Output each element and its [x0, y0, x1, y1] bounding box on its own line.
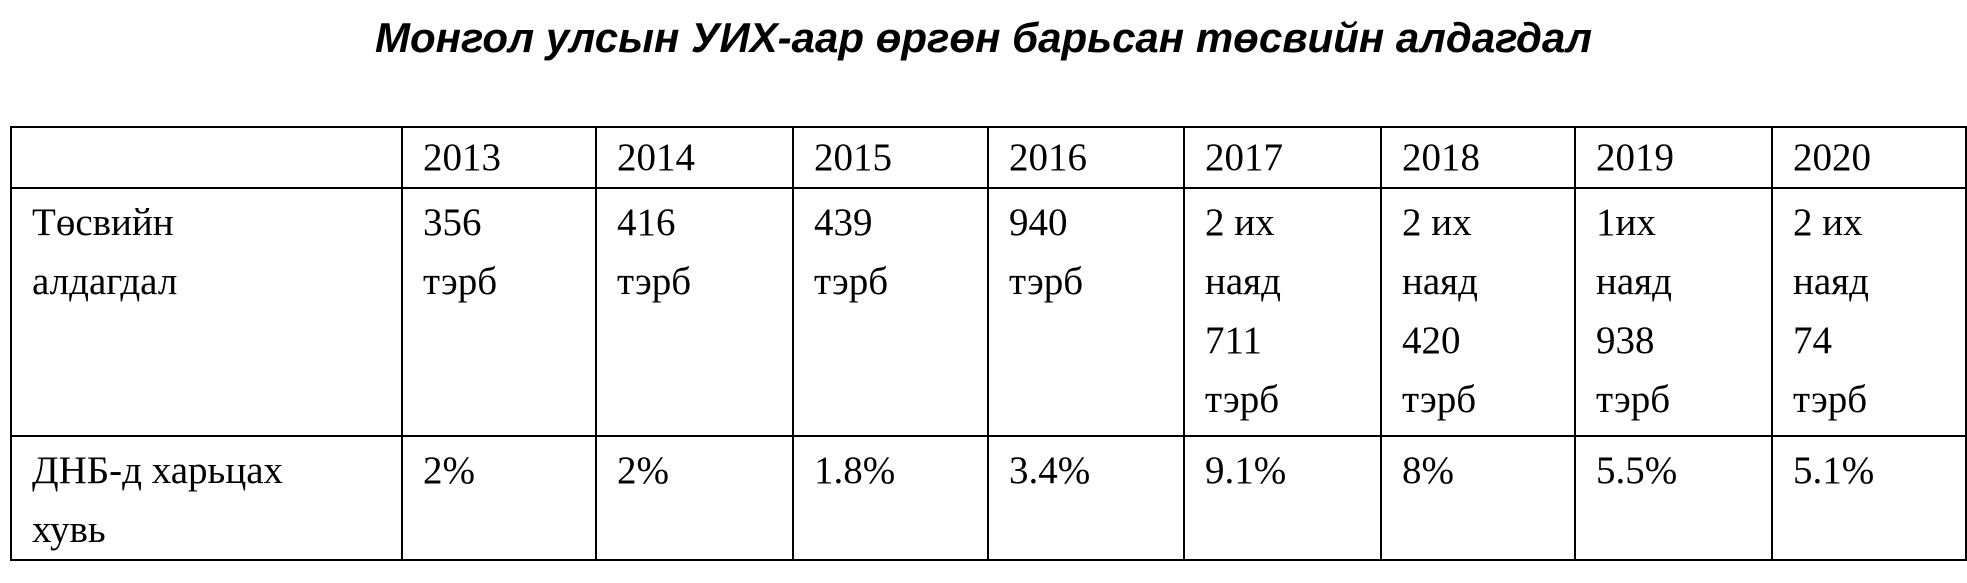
- value-cell: 2 их наяд 420 тэрб: [1380, 187, 1576, 437]
- cell-line: 5.5%: [1596, 449, 1678, 492]
- year-header: 2020: [1771, 126, 1967, 189]
- label-line: Төсвийн: [32, 201, 174, 244]
- cell-line: тэрб: [617, 260, 692, 303]
- cell-line: тэрб: [1402, 378, 1477, 421]
- cell-line: тэрб: [1009, 260, 1084, 303]
- cell-line: тэрб: [814, 260, 889, 303]
- row-label: ДНБ-д харьцах хувь: [10, 435, 403, 561]
- cell-line: тэрб: [1793, 378, 1868, 421]
- cell-line: 416: [617, 201, 676, 244]
- value-cell: 416 тэрб: [595, 187, 794, 437]
- cell-line: 439: [814, 201, 873, 244]
- value-cell: 1их наяд 938 тэрб: [1574, 187, 1773, 437]
- value-cell: 2 их наяд 711 тэрб: [1183, 187, 1382, 437]
- data-row: Төсвийн алдагдал 356 тэрб 416 тэрб 439 тэрб 940 т…: [10, 187, 1967, 437]
- cell-line: 74: [1793, 319, 1832, 362]
- year-header: 2018: [1380, 126, 1576, 189]
- table-body: 2013 2014 2015 2016 2017 2018 2019 2020 Төсвийн а…: [10, 126, 1967, 561]
- year-header: 2019: [1574, 126, 1773, 189]
- cell-line: 2 их: [1793, 201, 1863, 244]
- cell-line: 2%: [617, 449, 669, 492]
- label-line: хувь: [32, 508, 106, 551]
- cell-line: 2 их: [1402, 201, 1472, 244]
- value-cell: 9.1%: [1183, 435, 1382, 561]
- data-row: ДНБ-д харьцах хувь 2% 2% 1.8% 3.4% 9.1% 8% 5.5% 5…: [10, 435, 1967, 561]
- cell-line: 356: [423, 201, 482, 244]
- cell-line: 8%: [1402, 449, 1454, 492]
- cell-line: тэрб: [1596, 378, 1671, 421]
- value-cell: 439 тэрб: [792, 187, 989, 437]
- label-line: ДНБ-д харьцах: [32, 449, 284, 492]
- value-cell: 3.4%: [987, 435, 1185, 561]
- cell-line: 1их: [1596, 201, 1656, 244]
- value-cell: 8%: [1380, 435, 1576, 561]
- cell-line: тэрб: [1205, 378, 1280, 421]
- cell-line: тэрб: [423, 260, 498, 303]
- value-cell: 5.1%: [1771, 435, 1967, 561]
- cell-line: 420: [1402, 319, 1461, 362]
- cell-line: 940: [1009, 201, 1068, 244]
- year-header: 2015: [792, 126, 989, 189]
- value-cell: 1.8%: [792, 435, 989, 561]
- value-cell: 356 тэрб: [401, 187, 597, 437]
- cell-line: 711: [1205, 319, 1263, 362]
- value-cell: 940 тэрб: [987, 187, 1185, 437]
- label-line: алдагдал: [32, 260, 178, 303]
- cell-line: 2 их: [1205, 201, 1275, 244]
- header-row: 2013 2014 2015 2016 2017 2018 2019 2020: [10, 126, 1967, 189]
- value-cell: 5.5%: [1574, 435, 1773, 561]
- corner-cell: [10, 126, 403, 189]
- cell-line: наяд: [1205, 260, 1281, 303]
- cell-line: 9.1%: [1205, 449, 1287, 492]
- year-header: 2017: [1183, 126, 1382, 189]
- cell-line: наяд: [1793, 260, 1869, 303]
- year-header: 2013: [401, 126, 597, 189]
- cell-line: наяд: [1596, 260, 1672, 303]
- year-header: 2016: [987, 126, 1185, 189]
- cell-line: наяд: [1402, 260, 1478, 303]
- row-label: Төсвийн алдагдал: [10, 187, 403, 437]
- cell-line: 2%: [423, 449, 475, 492]
- cell-line: 3.4%: [1009, 449, 1091, 492]
- year-header: 2014: [595, 126, 794, 189]
- cell-line: 938: [1596, 319, 1655, 362]
- cell-line: 5.1%: [1793, 449, 1875, 492]
- value-cell: 2%: [401, 435, 597, 561]
- value-cell: 2%: [595, 435, 794, 561]
- budget-table: 2013 2014 2015 2016 2017 2018 2019 2020 Төсвийн а…: [10, 126, 1967, 561]
- value-cell: 2 их наяд 74 тэрб: [1771, 187, 1967, 437]
- title: Монгол улсын УИХ-аар өргөн барьсан төсви…: [374, 14, 1592, 61]
- cell-line: 1.8%: [814, 449, 896, 492]
